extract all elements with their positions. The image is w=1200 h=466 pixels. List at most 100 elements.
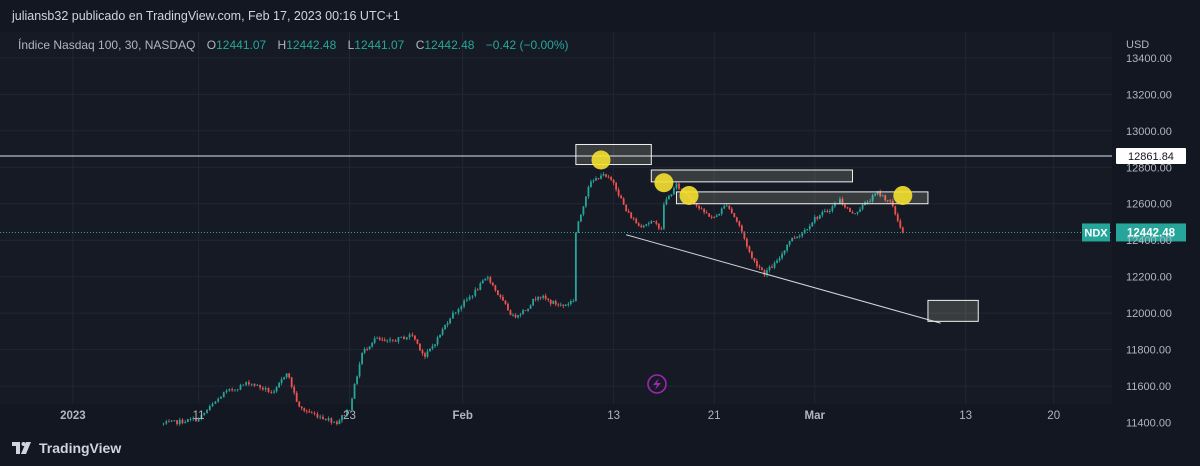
candle-body [806,229,809,231]
resistance-price-label: 12861.84 [1128,151,1174,163]
candle-body [849,208,851,213]
yellow-marker[interactable] [654,173,674,193]
candle-body [657,223,660,229]
candle-body [479,283,482,290]
candle-body [414,335,416,340]
candle-body [567,303,570,305]
plot-area[interactable] [0,32,1112,404]
y-tick-label: 11400.00 [1126,418,1171,430]
candle-body [273,391,275,393]
candle-body [361,352,363,365]
candle-body [813,217,816,223]
candle-body [452,312,454,319]
zone-rectangle[interactable] [650,169,854,183]
candle-body [844,204,846,208]
candle-body [465,299,468,301]
candle-body [771,266,773,268]
candle-body [293,387,296,393]
candle-body [290,377,293,388]
candle-body [544,295,547,299]
x-tick-label: Feb [452,410,472,422]
time-axis[interactable] [0,404,1112,432]
candle-body [264,387,267,390]
trend-line[interactable] [626,234,941,324]
drawings[interactable]: 12861.84 NDX 12442.48 [0,143,1186,324]
candle-body [220,397,222,399]
candle-body [901,227,904,233]
candle-body [504,300,507,304]
candle-body [647,223,650,225]
candle-body [839,199,841,204]
candle-body [678,183,680,189]
candle-body [283,377,286,380]
candle-body [557,304,560,306]
x-tick-label: 20 [1047,410,1060,422]
candle-body [818,215,821,219]
candle-body [400,336,403,338]
y-tick-label: 12000.00 [1126,308,1172,320]
candle-body [338,420,341,425]
candle-body [590,181,592,187]
candle-body [828,210,831,212]
candle-body [703,209,706,213]
candle-body [303,408,306,411]
candle-body [368,346,371,350]
yellow-marker[interactable] [893,186,913,206]
candle-body [534,298,537,300]
candle-body [228,389,231,391]
candle-body [253,383,256,386]
candles [162,171,904,426]
price-chart[interactable]: 12861.84 NDX 12442.48 USD 11400.00 11600.00… [0,0,1200,432]
zone-rectangle[interactable] [927,299,979,322]
candle-body [441,329,444,335]
candle-body [637,223,640,226]
candle-body [285,373,288,378]
candle-body [181,419,184,424]
candle-body [698,205,700,209]
candle-body [791,237,794,242]
candle-body [632,218,635,220]
candle-body [376,337,379,339]
yellow-marker[interactable] [679,186,699,206]
candle-body [421,350,424,354]
candle-body [846,207,849,209]
candle-body [602,174,605,176]
candle-body [778,258,781,261]
tradingview-logo[interactable]: TradingView [12,440,121,456]
candle-body [834,203,836,207]
candle-body [322,416,324,419]
low-value: 12441.07 [354,38,405,52]
candle-body [203,412,206,415]
yellow-marker[interactable] [591,150,611,170]
candle-body [514,314,517,318]
candle-body [713,217,716,218]
candle-body [695,203,698,206]
y-tick-label: 11600.00 [1126,381,1171,393]
candle-body [460,306,463,310]
zone-rectangle[interactable] [675,191,929,205]
candle-body [391,339,394,341]
candle-body [336,421,338,425]
candle-body [327,418,330,421]
candle-body [881,195,884,197]
candle-body [730,208,733,213]
y-tick-label: 13200.00 [1126,89,1172,101]
high-value: 12442.48 [286,38,337,52]
candle-body [740,225,743,232]
candle-body [319,416,322,418]
candle-body [723,205,726,209]
candle-body [280,379,283,383]
candle-body [554,301,557,305]
candle-body [524,310,527,312]
y-tick-label: 12200.00 [1126,272,1172,284]
candle-body [248,382,250,385]
candle-body [383,339,386,341]
candle-body [874,193,877,196]
lightning-icon[interactable] [647,374,667,394]
tradingview-brand: TradingView [39,440,122,456]
candle-body [899,220,902,228]
candle-body [494,285,497,291]
zone-rectangle[interactable] [575,143,652,166]
candle-body [484,278,487,281]
candle-body [463,300,465,307]
